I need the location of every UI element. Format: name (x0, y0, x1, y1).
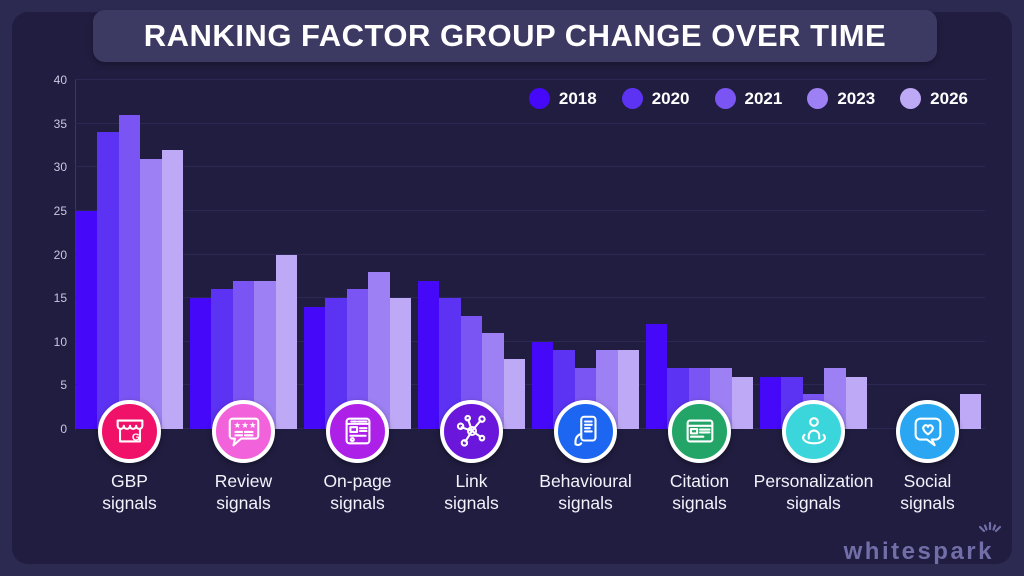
legend-dot-icon (528, 88, 550, 109)
category-label-behavioural: Behavioural signals (539, 471, 632, 513)
legend-dot-icon (900, 88, 922, 109)
bar-2018-behavioural-signals (532, 341, 554, 429)
bar-2018-gbp-signals (76, 210, 98, 429)
svg-text:★★★: ★★★ (233, 420, 256, 430)
legend-label: 2018 (558, 88, 597, 108)
bar-2026-social-signals (959, 394, 981, 429)
gridline-y-20 (75, 253, 985, 255)
y-tick-label: 30 (53, 160, 67, 175)
legend-item-2026: 2026 (900, 88, 968, 109)
legend-label: 2021 (744, 88, 783, 108)
gridline-y-35 (75, 122, 985, 124)
bar-2026-personalization-signals (845, 376, 867, 429)
bar-2023-gbp-signals (140, 158, 162, 429)
category-label-review: Review signals (214, 471, 273, 513)
legend-item-2023: 2023 (807, 88, 875, 109)
gridline-y-15 (75, 297, 985, 299)
hand-phone-icon (554, 399, 617, 463)
gridline-y-40 (75, 79, 985, 80)
legend-item-2018: 2018 (528, 88, 597, 109)
bar-2023-review-signals (254, 280, 276, 429)
bar-2018-citation-signals (646, 324, 668, 429)
y-tick-label: 25 (53, 203, 67, 218)
y-tick-label: 0 (60, 422, 67, 436)
gridline-y-25 (75, 209, 985, 211)
y-tick-label: 10 (53, 334, 67, 349)
legend-dot-icon (621, 88, 643, 109)
category-label-on-page: On-page signals (323, 471, 392, 513)
legend-item-2021: 2021 (714, 88, 783, 109)
legend-item-2020: 2020 (621, 88, 690, 109)
legend-label: 2023 (837, 88, 876, 108)
bar-2021-gbp-signals (118, 114, 141, 429)
legend-label: 2020 (651, 88, 690, 108)
listing-page-icon (668, 399, 731, 463)
bar-2018-review-signals (190, 298, 212, 429)
bar-2021-on-page-signals (346, 289, 369, 429)
bar-2026-citation-signals (731, 376, 753, 429)
y-axis-line (75, 80, 76, 430)
bar-2018-personalization-signals (760, 376, 782, 429)
y-tick-label: 20 (53, 247, 67, 262)
category-label-social: Social signals (900, 471, 955, 513)
bar-2018-link-signals (418, 280, 440, 429)
bar-2026-review-signals (275, 254, 297, 429)
gridline-y-0 (75, 428, 985, 429)
category-label-personalization: Personalization signals (753, 471, 874, 513)
link-network-icon (440, 399, 503, 463)
category-label-gbp: GBP signals (102, 471, 157, 513)
storefront-g-icon: G (98, 399, 161, 463)
legend: 2018 2020 2021 2023 2026 (528, 88, 968, 109)
bar-2020-review-signals (211, 289, 233, 429)
y-tick-label: 35 (53, 116, 67, 131)
title-banner: RANKING FACTOR GROUP CHANGE OVER TIME (93, 10, 937, 62)
legend-dot-icon (714, 88, 736, 109)
whitespark-logo: whitespark (843, 521, 1002, 565)
spark-burst-icon (978, 521, 1002, 533)
y-tick-label: 5 (60, 378, 67, 393)
legend-dot-icon (807, 88, 829, 109)
bar-2026-gbp-signals (161, 149, 183, 429)
y-tick-label: 40 (53, 73, 67, 87)
legend-label: 2026 (930, 88, 968, 108)
whitespark-logo-text: whitespark (843, 538, 994, 565)
category-label-link: Link signals (444, 471, 499, 513)
webpage-icon (326, 399, 389, 463)
category-label-citation: Citation signals (669, 471, 730, 513)
bar-2020-link-signals (439, 298, 461, 429)
bar-2026-link-signals (503, 359, 525, 429)
bar-2026-behavioural-signals (617, 350, 639, 429)
bar-2026-on-page-signals (389, 298, 411, 429)
person-icon (782, 399, 845, 463)
plot-area (75, 79, 985, 429)
bar-2018-on-page-signals (304, 306, 326, 429)
gridline-y-10 (75, 340, 985, 342)
heart-bubble-icon (896, 399, 959, 463)
svg-text:G: G (131, 433, 139, 444)
page-title: RANKING FACTOR GROUP CHANGE OVER TIME (143, 18, 887, 53)
bar-2023-on-page-signals (368, 271, 390, 429)
bar-2021-review-signals (232, 280, 255, 429)
gridline-y-5 (75, 384, 985, 386)
y-tick-label: 15 (53, 291, 67, 306)
gridline-y-30 (75, 166, 985, 168)
review-stars-bubble-icon: ★★★ (212, 399, 275, 463)
bar-2020-gbp-signals (97, 132, 119, 429)
bar-2020-on-page-signals (325, 298, 347, 429)
